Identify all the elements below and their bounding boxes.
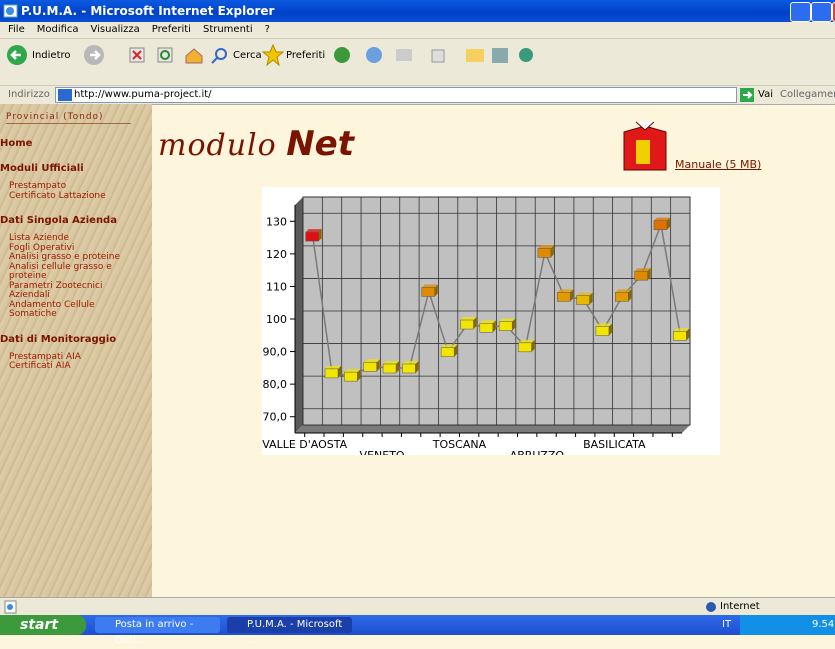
sidebar-header: Provincial (Tondo): [6, 112, 131, 124]
data-point: [499, 322, 512, 331]
nav-icons: [128, 46, 248, 64]
nav-link[interactable]: Analisi cellule grasso e proteine: [9, 263, 124, 282]
sidebar: Provincial (Tondo) Home Moduli Ufficiali…: [0, 104, 152, 597]
menu-item[interactable]: ?: [265, 24, 270, 35]
zone-label: Internet: [720, 601, 760, 612]
y-tick-label: 100: [266, 313, 287, 326]
manual-icon: [620, 120, 670, 172]
menu-bar: File Modifica Visualizza Preferiti Strumenti…: [0, 22, 835, 39]
ie-icon: [3, 3, 19, 19]
clock: 9.54: [812, 619, 834, 630]
data-point: [364, 362, 377, 371]
y-tick-label: 110: [266, 280, 287, 293]
data-point: [422, 287, 435, 296]
minimize-button[interactable]: [790, 2, 811, 22]
nav-link[interactable]: Certificati AIA: [9, 362, 124, 372]
chart-panel: 70,0 80,0 90,0 100 110 120 130 VALLE D'AOSTA VEN…: [262, 187, 720, 455]
maximize-button[interactable]: [811, 2, 832, 22]
y-tick-label: 120: [266, 248, 287, 261]
logo: modulo Net: [158, 124, 354, 164]
plot-floor: [295, 425, 690, 433]
data-point: [325, 369, 338, 378]
data-point: [480, 323, 493, 332]
search-button[interactable]: Cerca: [233, 50, 262, 61]
chart: 70,0 80,0 90,0 100 110 120 130 VALLE D'AOSTA VEN…: [262, 187, 720, 455]
task-button[interactable]: Posta in arrivo - Outl...: [95, 617, 220, 633]
nav-link[interactable]: Parametri Zootecnici Aziendali: [9, 282, 124, 301]
site-icon: [58, 89, 72, 101]
x-tick-label: VENETO: [360, 449, 405, 455]
language-indicator: IT: [722, 619, 731, 630]
go-icon[interactable]: [740, 88, 754, 102]
links-button[interactable]: Collegamenti: [780, 89, 835, 100]
data-point: [615, 292, 628, 301]
manual-link[interactable]: Manuale (5 MB): [675, 158, 761, 171]
menu-item[interactable]: Modifica: [37, 24, 79, 35]
data-point: [460, 320, 473, 329]
forward-icon[interactable]: [83, 44, 105, 66]
x-tick-label: TOSCANA: [432, 438, 487, 451]
y-tick-label: 80,0: [263, 378, 288, 391]
data-point: [519, 343, 532, 352]
go-button[interactable]: Vai: [758, 89, 773, 100]
favorites-icon[interactable]: [262, 44, 284, 66]
toolbar: Indietro Cerca Preferiti: [0, 39, 835, 86]
page-icon: [4, 600, 18, 614]
x-tick-label: VALLE D'AOSTA: [262, 438, 347, 451]
y-tick-label: 90,0: [263, 346, 288, 359]
data-point: [441, 348, 454, 357]
data-point: [577, 296, 590, 305]
menu-item[interactable]: Preferiti: [152, 24, 191, 35]
nav-section[interactable]: Dati di Monitoraggio: [0, 334, 152, 345]
back-icon[interactable]: [6, 44, 28, 66]
y-tick-label: 70,0: [263, 411, 288, 424]
data-point: [402, 364, 415, 373]
x-tick-label: ABRUZZO: [510, 449, 565, 455]
data-point: [383, 364, 396, 373]
logo-name: Net: [286, 124, 354, 164]
data-point: [557, 292, 570, 301]
data-point: [538, 248, 551, 257]
data-point: [596, 327, 609, 336]
plot-wall-left: [295, 197, 303, 433]
back-button[interactable]: Indietro: [32, 50, 71, 61]
nav-section[interactable]: Dati Singola Azienda: [0, 215, 152, 226]
address-url: http://www.puma-project.it/: [74, 89, 212, 100]
nav-link[interactable]: Certificato Lattazione: [9, 192, 124, 202]
task-button[interactable]: P.U.M.A. - Microsoft ...: [227, 617, 352, 633]
toolbar-icons: [332, 45, 542, 65]
status-bar: Internet: [0, 597, 835, 616]
nav-link[interactable]: Andamento Cellule Somatiche: [9, 301, 124, 320]
start-button[interactable]: start: [0, 615, 86, 635]
address-label: Indirizzo: [8, 89, 50, 100]
data-point: [344, 372, 357, 381]
x-tick-label: BASILICATA: [583, 438, 646, 451]
favorites-button[interactable]: Preferiti: [286, 50, 325, 61]
zone-icon: [705, 601, 717, 613]
y-tick-label: 130: [266, 215, 287, 228]
menu-item[interactable]: Visualizza: [91, 24, 140, 35]
nav-home[interactable]: Home: [0, 138, 152, 149]
browser-window: P.U.M.A. - Microsoft Internet Explorer F…: [0, 0, 835, 635]
data-point: [635, 271, 648, 280]
data-point: [654, 221, 667, 230]
address-field[interactable]: http://www.puma-project.it/: [55, 87, 737, 103]
window-title: P.U.M.A. - Microsoft Internet Explorer: [21, 4, 274, 18]
menu-item[interactable]: File: [8, 24, 25, 35]
data-point: [673, 331, 686, 340]
taskbar: start Posta in arrivo - Outl... P.U.M.A. …: [0, 615, 835, 635]
address-bar: Indirizzo http://www.puma-project.it/ Va…: [0, 86, 835, 105]
data-point: [306, 232, 319, 241]
nav-section[interactable]: Moduli Ufficiali: [0, 163, 152, 174]
logo-prefix: modulo: [158, 128, 277, 163]
title-bar: P.U.M.A. - Microsoft Internet Explorer: [0, 0, 835, 22]
menu-item[interactable]: Strumenti: [203, 24, 253, 35]
